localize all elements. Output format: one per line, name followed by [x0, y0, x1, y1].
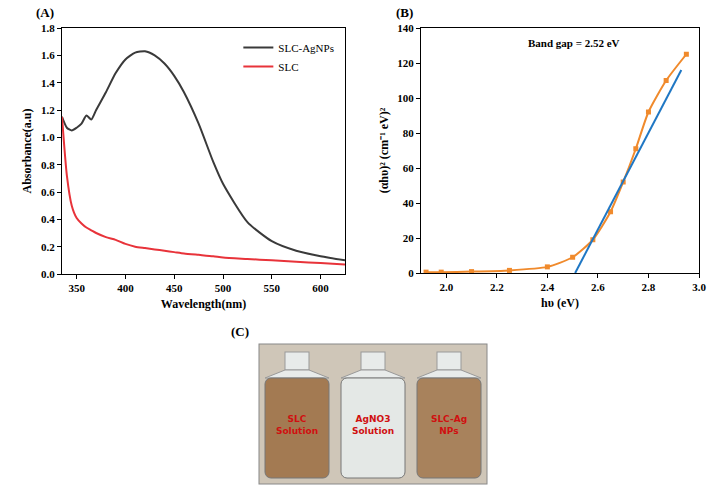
- svg-text:1.8: 1.8: [41, 22, 55, 34]
- svg-text:0.6: 0.6: [41, 186, 55, 198]
- svg-text:SLC: SLC: [278, 61, 298, 73]
- svg-text:AgNO3: AgNO3: [356, 414, 391, 424]
- svg-text:450: 450: [166, 282, 183, 294]
- svg-text:600: 600: [312, 282, 329, 294]
- svg-text:2.2: 2.2: [490, 281, 504, 293]
- svg-text:2.6: 2.6: [591, 281, 605, 293]
- svg-text:120: 120: [397, 57, 414, 69]
- svg-text:0.0: 0.0: [41, 268, 55, 280]
- svg-text:0: 0: [408, 267, 414, 279]
- svg-text:Solution: Solution: [276, 426, 318, 436]
- svg-text:0.2: 0.2: [41, 241, 55, 253]
- svg-text:NPs: NPs: [439, 426, 458, 436]
- svg-text:(αhυ)² (cm⁻¹ eV)²: (αhυ)² (cm⁻¹ eV)²: [377, 107, 391, 193]
- svg-text:20: 20: [403, 232, 415, 244]
- svg-text:3.0: 3.0: [692, 281, 706, 293]
- svg-text:(C): (C): [231, 324, 249, 339]
- svg-text:140: 140: [397, 22, 414, 34]
- svg-text:Wavelength(nm): Wavelength(nm): [161, 297, 246, 311]
- svg-text:hυ (eV): hυ (eV): [541, 296, 579, 310]
- svg-text:Solution: Solution: [352, 426, 394, 436]
- svg-text:100: 100: [397, 92, 414, 104]
- svg-text:1.2: 1.2: [41, 104, 55, 116]
- svg-text:0.4: 0.4: [41, 213, 55, 225]
- svg-text:80: 80: [403, 127, 415, 139]
- svg-text:(A): (A): [36, 5, 54, 20]
- svg-text:SLC-Ag: SLC-Ag: [431, 414, 467, 424]
- svg-text:2.0: 2.0: [439, 281, 453, 293]
- svg-text:40: 40: [403, 197, 415, 209]
- svg-text:1.0: 1.0: [41, 131, 55, 143]
- svg-text:SLC: SLC: [288, 414, 307, 424]
- svg-text:550: 550: [264, 282, 281, 294]
- svg-text:Absorbance(a.u): Absorbance(a.u): [20, 108, 34, 193]
- svg-text:350: 350: [68, 282, 85, 294]
- svg-text:0.8: 0.8: [41, 159, 55, 171]
- svg-text:Band gap = 2.52 eV: Band gap = 2.52 eV: [528, 37, 620, 49]
- svg-text:400: 400: [117, 282, 134, 294]
- svg-text:60: 60: [403, 162, 415, 174]
- svg-text:2.4: 2.4: [540, 281, 554, 293]
- svg-text:SLC-AgNPs: SLC-AgNPs: [278, 42, 334, 54]
- svg-text:500: 500: [215, 282, 232, 294]
- svg-text:1.4: 1.4: [41, 77, 55, 89]
- svg-text:2.8: 2.8: [642, 281, 656, 293]
- svg-text:1.6: 1.6: [41, 49, 55, 61]
- svg-text:(B): (B): [396, 5, 413, 20]
